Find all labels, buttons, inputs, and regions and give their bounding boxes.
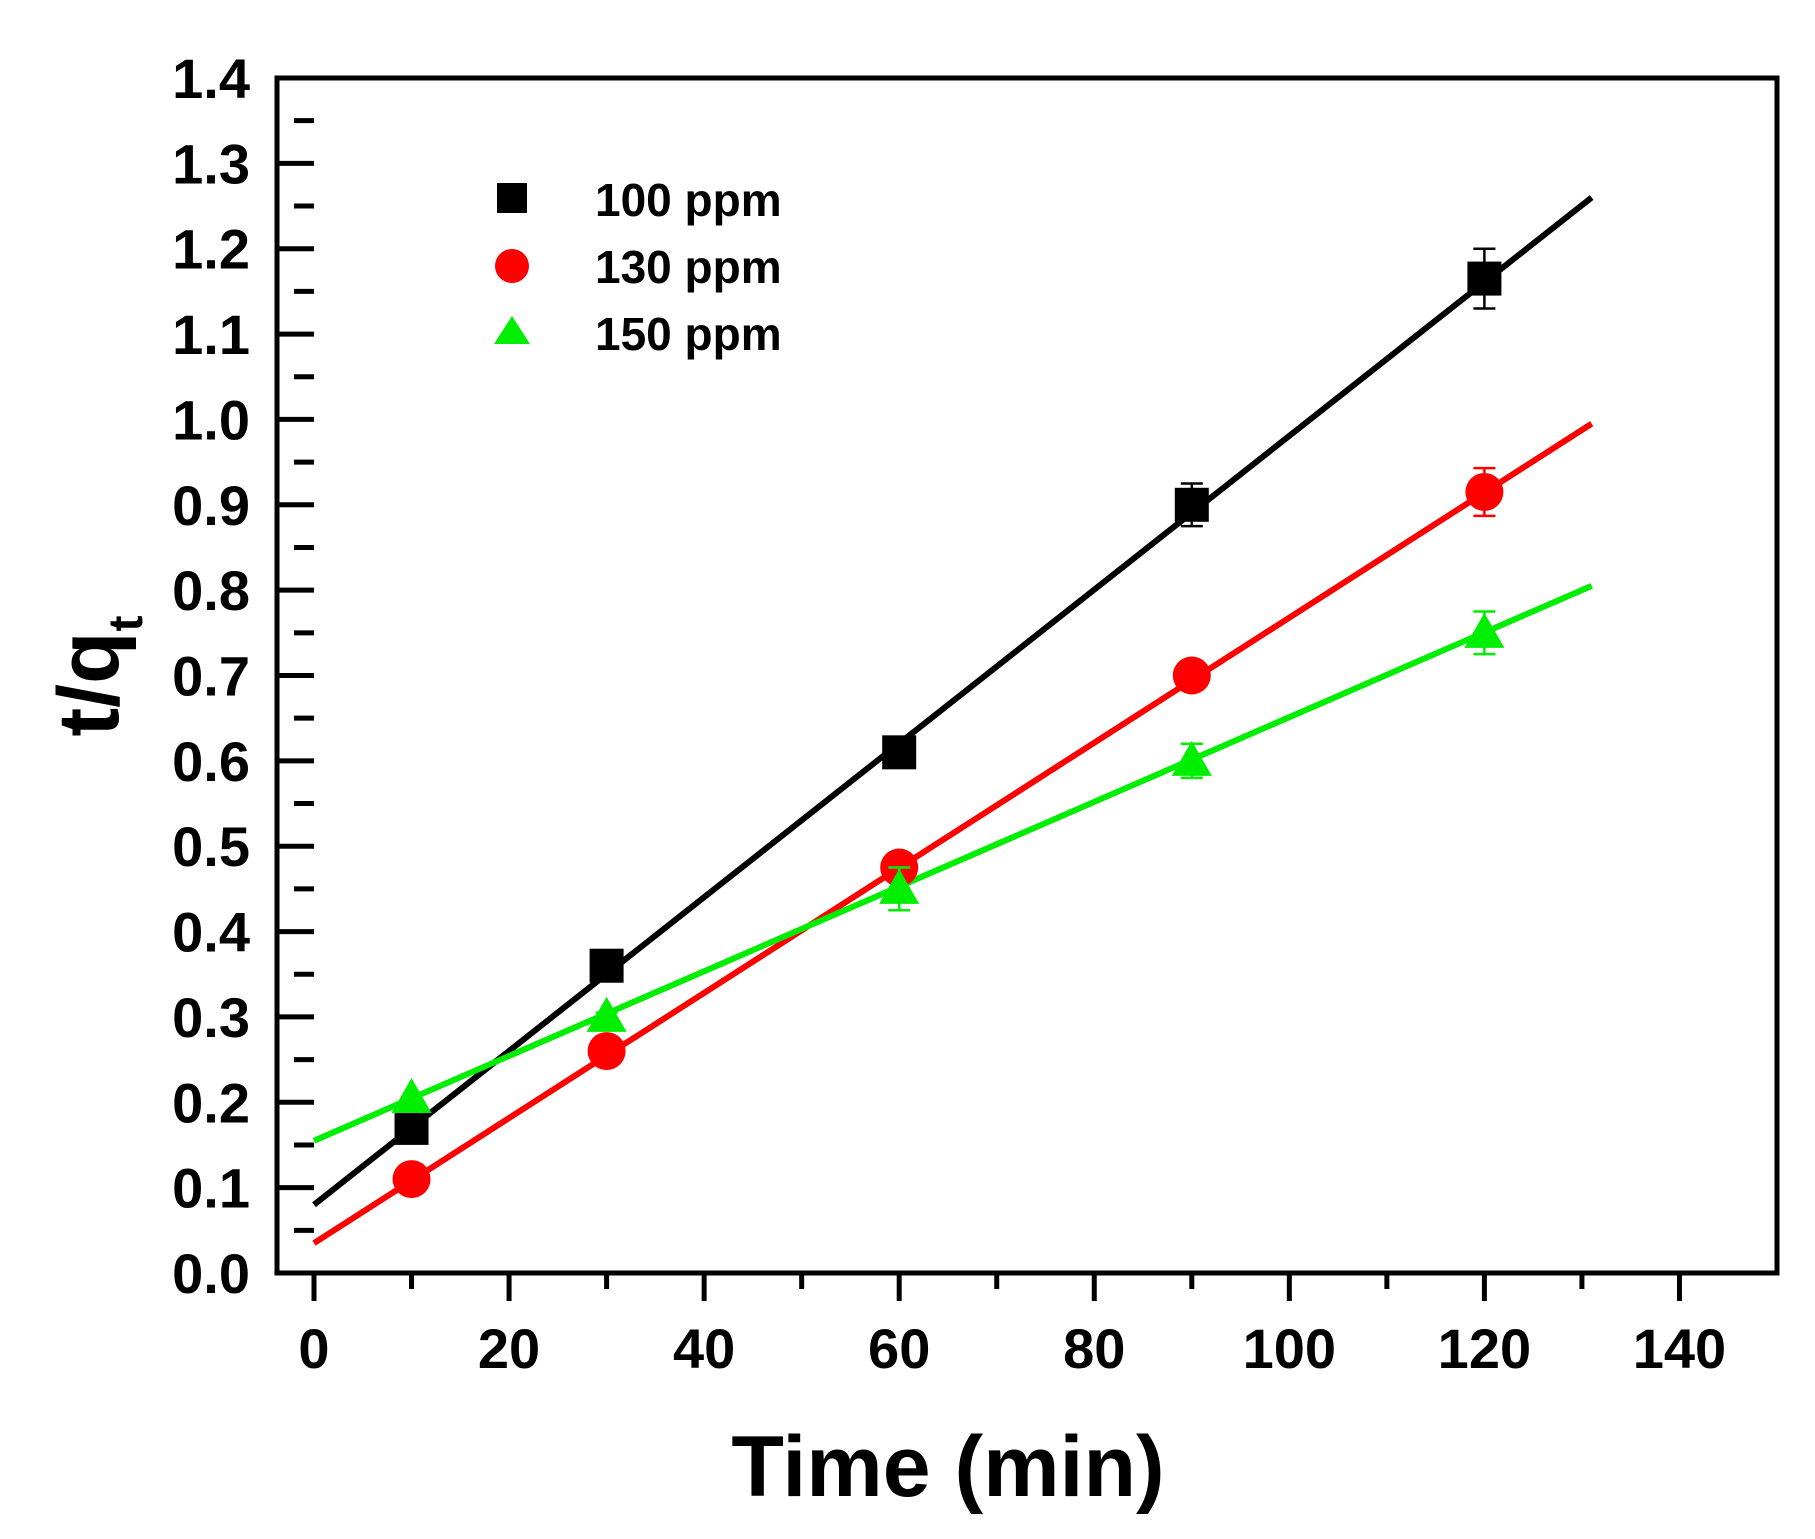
data-point-130ppm bbox=[587, 1032, 626, 1071]
y-tick-label: 0.1 bbox=[172, 1157, 250, 1220]
data-point-150ppm bbox=[1464, 612, 1505, 648]
y-tick-label: 0.6 bbox=[172, 730, 250, 793]
y-tick-label: 1.3 bbox=[172, 132, 250, 195]
y-axis-title-subscript: t bbox=[100, 615, 153, 631]
y-tick-label: 0.0 bbox=[172, 1242, 250, 1305]
legend-label-150ppm: 150 ppm bbox=[595, 308, 782, 360]
markers-layer bbox=[391, 247, 1505, 1199]
x-tick-label: 20 bbox=[478, 1317, 540, 1380]
fit-line-100ppm bbox=[312, 195, 1594, 1208]
y-tick-label: 0.7 bbox=[172, 645, 250, 708]
data-point-100ppm bbox=[1174, 487, 1209, 522]
legend-marker-150ppm bbox=[494, 316, 530, 344]
fit-line-150ppm bbox=[312, 583, 1593, 1144]
data-point-150ppm bbox=[1171, 740, 1212, 776]
x-tick-label: 140 bbox=[1633, 1317, 1726, 1380]
data-point-100ppm bbox=[394, 1110, 429, 1145]
y-tick-label: 0.4 bbox=[172, 901, 250, 964]
y-tick-label: 0.2 bbox=[172, 1071, 250, 1134]
data-point-100ppm bbox=[1467, 261, 1502, 296]
x-axis-title: Time (min) bbox=[731, 1419, 1164, 1515]
fit-lines-layer bbox=[312, 195, 1594, 1246]
data-point-130ppm bbox=[1172, 656, 1211, 695]
data-point-150ppm bbox=[879, 868, 920, 904]
x-tick-label: 40 bbox=[673, 1317, 735, 1380]
data-point-100ppm bbox=[589, 948, 624, 983]
x-tick-label: 120 bbox=[1438, 1317, 1531, 1380]
legend: 100 ppm 130 ppm 150 ppm bbox=[494, 174, 782, 360]
x-tick-label: 0 bbox=[298, 1317, 329, 1380]
legend-marker-100ppm bbox=[497, 183, 527, 213]
data-point-130ppm bbox=[392, 1160, 431, 1199]
data-point-150ppm bbox=[391, 1078, 432, 1114]
y-tick-label: 1.1 bbox=[172, 303, 250, 366]
y-tick-label: 1.4 bbox=[172, 47, 250, 110]
y-tick-label: 0.9 bbox=[172, 474, 250, 537]
y-tick-label: 0.8 bbox=[172, 559, 250, 622]
fit-line-130ppm bbox=[312, 421, 1594, 1246]
y-tick-label: 0.5 bbox=[172, 815, 250, 878]
x-tick-label: 100 bbox=[1243, 1317, 1336, 1380]
legend-label-130ppm: 130 ppm bbox=[595, 241, 782, 293]
y-axis-title: t/qt bbox=[41, 615, 153, 736]
y-tick-label: 1.2 bbox=[172, 218, 250, 281]
ticks-layer: 0 20 40 60 80 100 120 140 0.0 0.1 0.2 0.3 0.4 0.5 0.6 0… bbox=[172, 47, 1726, 1380]
y-tick-label: 0.3 bbox=[172, 986, 250, 1049]
plot-frame bbox=[274, 75, 1780, 1276]
legend-label-100ppm: 100 ppm bbox=[595, 174, 782, 226]
x-tick-label: 60 bbox=[868, 1317, 930, 1380]
x-tick-label: 80 bbox=[1063, 1317, 1125, 1380]
data-point-100ppm bbox=[882, 735, 917, 770]
y-tick-label: 1.0 bbox=[172, 388, 250, 451]
data-point-130ppm bbox=[1465, 472, 1504, 511]
legend-marker-130ppm bbox=[495, 249, 529, 283]
data-point-150ppm bbox=[586, 996, 627, 1032]
